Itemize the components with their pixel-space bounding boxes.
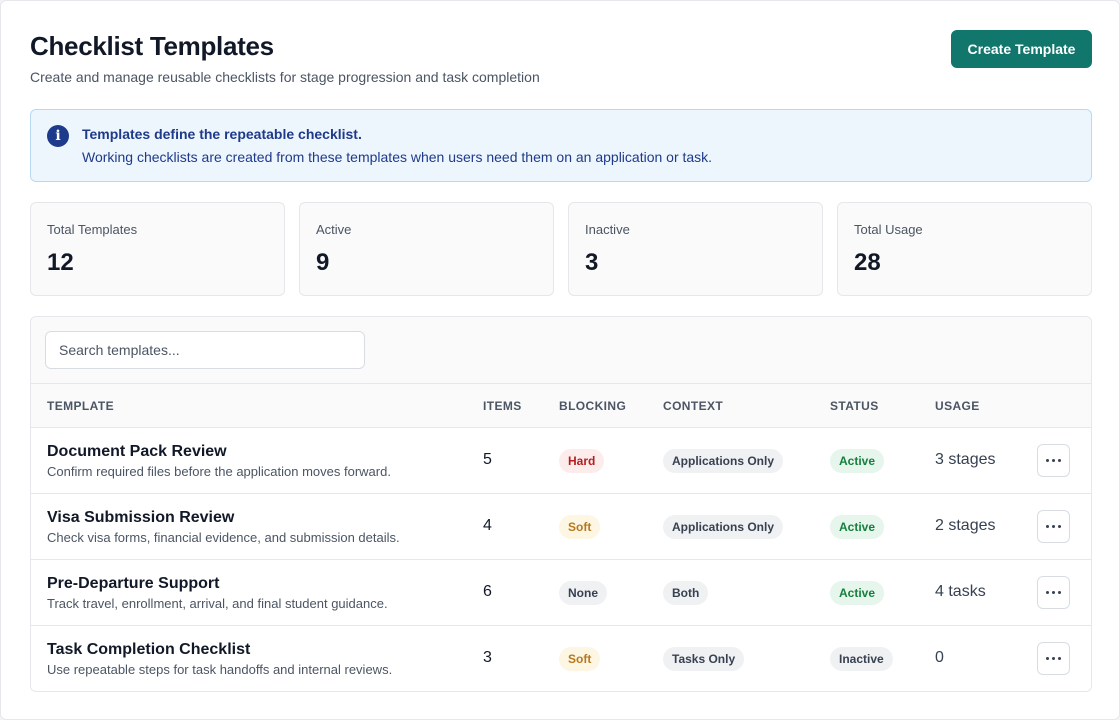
status-badge: Inactive — [830, 647, 893, 671]
template-items-count: 5 — [483, 451, 492, 468]
more-horizontal-icon — [1052, 525, 1055, 528]
create-template-button[interactable]: Create Template — [951, 30, 1092, 68]
stat-value: 9 — [316, 249, 330, 276]
row-actions-button[interactable] — [1037, 576, 1070, 609]
template-name[interactable]: Visa Submission Review — [47, 509, 235, 526]
stat-card-inactive: Inactive 3 — [568, 202, 823, 296]
stat-label: Total Usage — [854, 222, 923, 237]
template-usage: 0 — [935, 649, 944, 666]
stat-card-total-usage: Total Usage 28 — [837, 202, 1092, 296]
template-name[interactable]: Task Completion Checklist — [47, 641, 251, 658]
template-items-count: 4 — [483, 517, 492, 534]
column-header-template: TEMPLATE — [47, 399, 114, 413]
row-actions-button[interactable] — [1037, 510, 1070, 543]
table-header: TEMPLATE ITEMS BLOCKING CONTEXT STATUS U… — [31, 384, 1091, 428]
status-badge: Active — [830, 581, 885, 605]
template-description: Confirm required files before the applic… — [47, 464, 391, 479]
more-horizontal-icon — [1046, 459, 1049, 462]
template-items-count: 6 — [483, 583, 492, 600]
stat-label: Inactive — [585, 222, 630, 237]
more-horizontal-icon — [1046, 657, 1049, 660]
page-title: Checklist Templates — [30, 31, 274, 61]
template-items-count: 3 — [483, 649, 492, 666]
info-banner-body: Working checklists are created from thes… — [82, 149, 713, 165]
stat-card-total-templates: Total Templates 12 — [30, 202, 285, 296]
template-description: Use repeatable steps for task handoffs a… — [47, 662, 393, 677]
more-horizontal-icon — [1052, 591, 1055, 594]
page-subtitle: Create and manage reusable checklists fo… — [30, 69, 540, 85]
stat-card-active: Active 9 — [299, 202, 554, 296]
more-horizontal-icon — [1052, 459, 1055, 462]
blocking-badge: Hard — [559, 449, 605, 473]
table-row[interactable]: Visa Submission Review Check visa forms,… — [31, 494, 1091, 560]
blocking-badge: Soft — [559, 647, 601, 671]
column-header-items: ITEMS — [483, 399, 522, 413]
template-description: Check visa forms, financial evidence, an… — [47, 530, 400, 545]
status-badge: Active — [830, 515, 885, 539]
more-horizontal-icon — [1058, 591, 1061, 594]
template-name[interactable]: Pre-Departure Support — [47, 575, 220, 592]
stat-value: 28 — [854, 249, 881, 276]
template-usage: 4 tasks — [935, 583, 986, 600]
search-input[interactable] — [45, 331, 365, 369]
context-badge: Applications Only — [663, 449, 784, 473]
page-header: Checklist Templates Create and manage re… — [30, 30, 1092, 91]
more-horizontal-icon — [1058, 459, 1061, 462]
template-usage: 2 stages — [935, 517, 996, 534]
row-actions-button[interactable] — [1037, 642, 1070, 675]
info-banner-title: Templates define the repeatable checklis… — [82, 126, 362, 142]
context-badge: Tasks Only — [663, 647, 745, 671]
context-badge: Both — [663, 581, 709, 605]
column-header-context: CONTEXT — [663, 399, 724, 413]
column-header-status: STATUS — [830, 399, 879, 413]
more-horizontal-icon — [1058, 657, 1061, 660]
table-row[interactable]: Task Completion Checklist Use repeatable… — [31, 626, 1091, 691]
blocking-badge: None — [559, 581, 607, 605]
column-header-usage: USAGE — [935, 399, 980, 413]
stat-label: Total Templates — [47, 222, 138, 237]
stat-label: Active — [316, 222, 352, 237]
more-horizontal-icon — [1052, 657, 1055, 660]
row-actions-button[interactable] — [1037, 444, 1070, 477]
status-badge: Active — [830, 449, 885, 473]
table-row[interactable]: Document Pack Review Confirm required fi… — [31, 428, 1091, 494]
context-badge: Applications Only — [663, 515, 784, 539]
stat-value: 3 — [585, 249, 599, 276]
stat-value: 12 — [47, 249, 74, 276]
info-banner: i Templates define the repeatable checkl… — [30, 109, 1092, 182]
more-horizontal-icon — [1046, 591, 1049, 594]
template-usage: 3 stages — [935, 451, 996, 468]
templates-table: TEMPLATE ITEMS BLOCKING CONTEXT STATUS U… — [30, 316, 1092, 692]
blocking-badge: Soft — [559, 515, 601, 539]
template-name[interactable]: Document Pack Review — [47, 443, 227, 460]
more-horizontal-icon — [1046, 525, 1049, 528]
template-description: Track travel, enrollment, arrival, and f… — [47, 596, 388, 611]
table-row[interactable]: Pre-Departure Support Track travel, enro… — [31, 560, 1091, 626]
info-icon: i — [47, 125, 69, 147]
more-horizontal-icon — [1058, 525, 1061, 528]
table-toolbar — [31, 317, 1091, 384]
column-header-blocking: BLOCKING — [559, 399, 627, 413]
